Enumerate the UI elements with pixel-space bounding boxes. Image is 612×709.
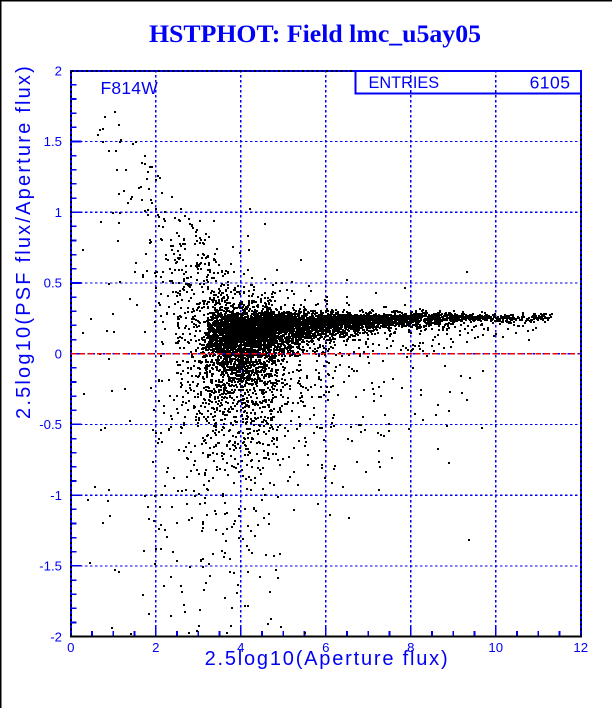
svg-text:10: 10 (488, 640, 503, 655)
svg-text:12: 12 (573, 640, 588, 655)
svg-text:1: 1 (55, 205, 62, 220)
svg-text:2.5log10(PSF flux/Aperture flu: 2.5log10(PSF flux/Aperture flux) (13, 64, 35, 419)
svg-text:2.5log10(Aperture flux): 2.5log10(Aperture flux) (205, 648, 450, 670)
svg-text:0.5: 0.5 (44, 276, 62, 291)
svg-text:-0.5: -0.5 (39, 417, 62, 432)
svg-text:6105: 6105 (530, 73, 571, 93)
svg-text:0: 0 (55, 346, 62, 361)
svg-text:F814W: F814W (101, 78, 159, 98)
svg-text:1.5: 1.5 (44, 134, 62, 149)
svg-text:-2: -2 (50, 629, 62, 644)
svg-text:2: 2 (152, 640, 159, 655)
svg-text:-1.5: -1.5 (39, 559, 62, 574)
svg-text:8: 8 (407, 640, 414, 655)
svg-text:6: 6 (322, 640, 329, 655)
svg-text:4: 4 (237, 640, 244, 655)
svg-text:2: 2 (55, 63, 62, 78)
svg-text:HSTPHOT: Field lmc_u5ay05: HSTPHOT: Field lmc_u5ay05 (149, 19, 481, 48)
svg-text:ENTRIES: ENTRIES (369, 74, 440, 92)
svg-text:0: 0 (67, 640, 74, 655)
svg-text:-1: -1 (50, 488, 62, 503)
